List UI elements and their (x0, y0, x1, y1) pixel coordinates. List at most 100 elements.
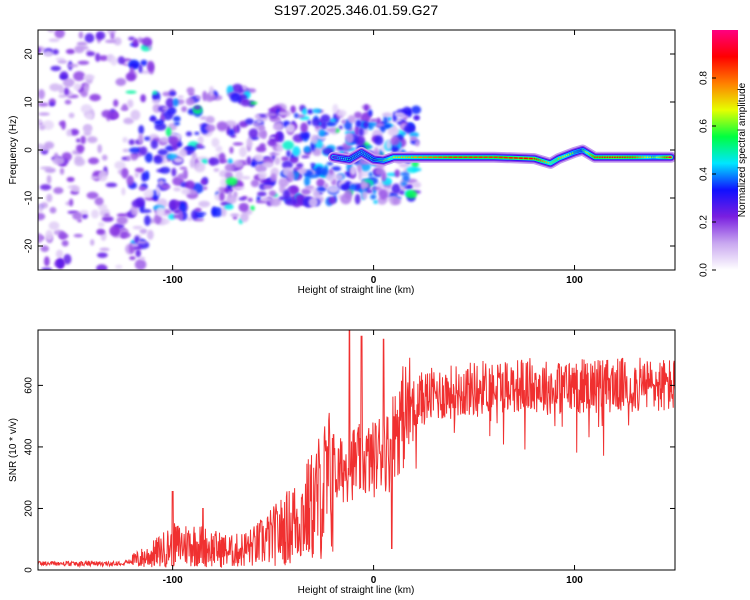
y-tick-label: -20 (24, 238, 35, 253)
heatmap-cell (177, 173, 187, 180)
snr-x-label: Height of straight line (km) (298, 585, 415, 596)
heatmap-cell (168, 213, 176, 220)
heatmap-cell (75, 138, 81, 143)
heatmap-cell (197, 135, 204, 145)
heatmap-cell (115, 78, 127, 86)
heatmap-cell (174, 121, 181, 126)
heatmap-cell (325, 127, 337, 133)
heatmap-cell (250, 179, 260, 188)
x-tick-label: 100 (566, 275, 583, 286)
heatmap-cell (138, 64, 143, 74)
heatmap-cell (356, 163, 363, 173)
heatmap-cell (160, 136, 170, 143)
heatmap-cell (340, 193, 352, 205)
heatmap-cell (281, 160, 293, 170)
heatmap-cell (361, 190, 368, 200)
heatmap-cell (325, 121, 337, 127)
heatmap-cell (43, 256, 50, 267)
heatmap-cell (172, 115, 181, 122)
heatmap-cell (185, 146, 197, 151)
heatmap-cell (109, 225, 121, 237)
snr-x-ticks: -100 0 100 (163, 330, 583, 586)
heatmap-cell (199, 116, 207, 120)
heatmap-cell (73, 233, 83, 238)
heatmap-cell (316, 178, 326, 188)
heatmap-cell (390, 136, 400, 146)
heatmap-cell (185, 131, 193, 137)
heatmap-cell (138, 133, 144, 145)
heatmap-cell (221, 206, 227, 217)
snr-panel: -100 0 100 0 200 400 600 Height of straight l… (8, 329, 676, 596)
heatmap-cell (151, 98, 161, 104)
heatmap-cell (38, 89, 45, 100)
heatmap-cell (52, 157, 65, 165)
heatmap-cell (101, 154, 108, 161)
heatmap-cell (399, 172, 410, 176)
heatmap-cell (191, 152, 197, 160)
heatmap-cell (194, 131, 200, 136)
heatmap-cell (45, 229, 54, 241)
heatmap-cell (66, 129, 72, 137)
snr-series-line (38, 330, 675, 569)
heatmap-cell (120, 232, 131, 239)
heatmap-cell (253, 122, 260, 127)
heatmap-cell (381, 112, 393, 118)
heatmap-cell (126, 175, 134, 186)
heatmap-cell (287, 171, 295, 182)
heatmap-cell (146, 229, 154, 240)
heatmap-cell (277, 111, 288, 116)
heatmap-cell (150, 139, 159, 149)
snr-background (38, 330, 675, 570)
heatmap-cell (338, 125, 343, 130)
heatmap-cell (213, 168, 220, 172)
heatmap-cell (400, 181, 408, 186)
heatmap-cell (405, 189, 418, 199)
spectrogram-y-ticks: -20 -10 0 10 20 (24, 48, 675, 253)
heatmap-cell (168, 136, 179, 146)
heatmap-cell (163, 218, 170, 225)
heatmap-cell (73, 71, 85, 82)
heatmap-cell (112, 111, 119, 119)
heatmap-cell (68, 198, 74, 207)
heatmap-cell (123, 117, 134, 125)
heatmap-cell (272, 123, 284, 131)
heatmap-cell (200, 179, 207, 185)
heatmap-cell (152, 94, 158, 100)
heatmap-cell (173, 187, 181, 192)
heatmap-cell (224, 120, 237, 128)
heatmap-cell (97, 144, 103, 154)
heatmap-cell (328, 196, 337, 205)
heatmap-cell (78, 31, 84, 39)
heatmap-cell (134, 172, 139, 178)
y-tick-label: 600 (24, 377, 35, 394)
heatmap-cell (227, 190, 232, 198)
heatmap-cell (195, 143, 203, 147)
heatmap-cell (86, 51, 96, 57)
heatmap-cell (349, 166, 357, 176)
heatmap-cell (374, 135, 384, 146)
heatmap-cell (307, 119, 312, 126)
heatmap-cell (172, 98, 179, 107)
heatmap-cell (61, 239, 69, 247)
heatmap-cell (96, 264, 108, 270)
heatmap-cell (310, 134, 319, 145)
y-tick-label: 10 (24, 96, 35, 108)
heatmap-cell (327, 185, 339, 194)
heatmap-cell (282, 189, 291, 201)
heatmap-cell (320, 167, 328, 177)
heatmap-cell (258, 170, 267, 181)
heatmap-cell (132, 38, 139, 48)
heatmap-cell (370, 194, 377, 200)
heatmap-cell (132, 225, 143, 230)
heatmap-cell (162, 106, 170, 111)
heatmap-cell (365, 145, 373, 149)
heatmap-cell (358, 169, 363, 181)
colorbar-tick-label: 0.6 (699, 119, 710, 133)
heatmap-cell (268, 136, 276, 141)
heatmap-cell (72, 211, 83, 221)
heatmap-cell (227, 158, 233, 165)
heatmap-cell (321, 120, 328, 130)
heatmap-cell (240, 99, 251, 107)
heatmap-cell (110, 31, 115, 41)
heatmap-cell (140, 94, 147, 103)
